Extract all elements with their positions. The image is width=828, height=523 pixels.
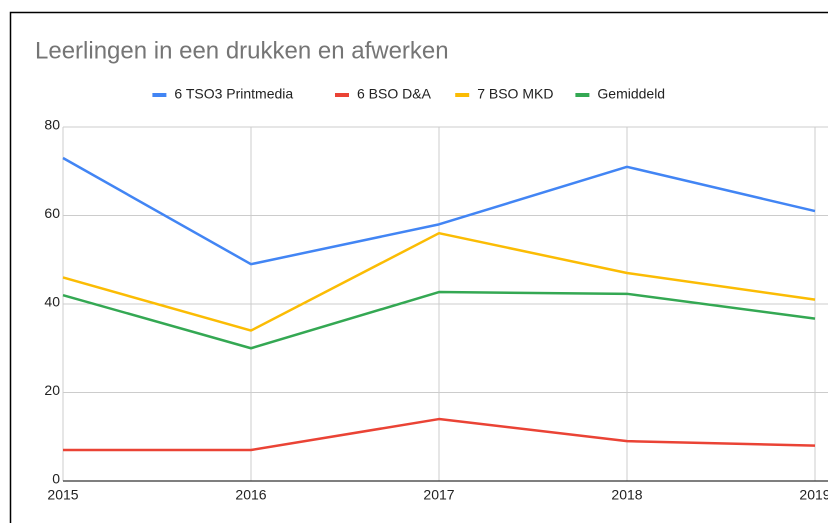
- chart-frame: [9, 11, 828, 523]
- x-tick-label: 2015: [47, 487, 78, 503]
- y-tick-label: 80: [44, 117, 60, 133]
- y-tick-label: 60: [44, 205, 60, 221]
- legend-label: Gemiddeld: [597, 86, 665, 102]
- legend-label: 6 BSO D&A: [357, 86, 432, 102]
- y-tick-label: 0: [52, 471, 60, 487]
- legend-label: 6 TSO3 Printmedia: [174, 86, 293, 102]
- y-tick-label: 40: [44, 294, 60, 310]
- series-line: [62, 156, 816, 266]
- x-tick-label: 2019: [799, 487, 828, 503]
- series-line: [62, 231, 816, 332]
- chart-title: Leerlingen in een drukken en afwerken: [35, 37, 449, 64]
- series-line: [62, 290, 816, 350]
- x-tick-label: 2017: [423, 487, 454, 503]
- x-tick-label: 2018: [611, 487, 642, 503]
- x-tick-label: 2016: [235, 487, 266, 503]
- series-line: [63, 417, 816, 452]
- y-tick-label: 20: [44, 382, 60, 398]
- legend-label: 7 BSO MKD: [477, 86, 553, 102]
